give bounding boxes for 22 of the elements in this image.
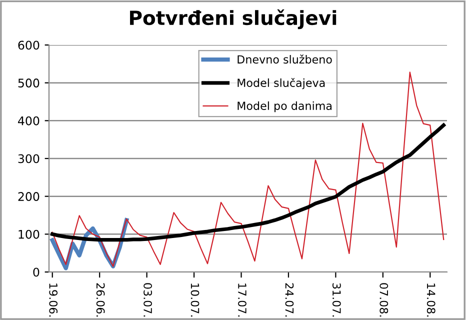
line-series: [50, 123, 446, 242]
x-tick-label: 03.07.: [144, 283, 152, 317]
legend-label: Model slučajeva: [238, 78, 325, 90]
x-tick-label: 24.07.: [285, 283, 294, 317]
chart-title: Potvrđeni slučajevi: [130, 9, 336, 30]
y-tick-label: 200: [18, 192, 40, 201]
y-tick-label: 0: [33, 268, 40, 277]
y-tick-label: 300: [18, 154, 40, 164]
y-tick-label: 600: [18, 40, 40, 50]
x-tick-label: 14.08.: [426, 284, 436, 317]
x-tick-label: 10.07.: [190, 284, 200, 317]
y-tick-label: 400: [18, 116, 40, 126]
y-tick-label: 500: [18, 78, 40, 88]
x-tick-label: 19.06.: [49, 284, 58, 317]
legend-label: Model po danima: [238, 101, 332, 112]
x-tick-label: 26.06.: [96, 283, 105, 317]
y-tick-label: 100: [18, 230, 40, 239]
x-tick-label: 17.07.: [238, 284, 246, 317]
x-tick-label: 31.07.: [332, 283, 341, 317]
x-tick-label: 07.08.: [380, 283, 388, 317]
legend-label: Dnevno službeno: [238, 54, 332, 64]
line-series: [52, 72, 444, 267]
